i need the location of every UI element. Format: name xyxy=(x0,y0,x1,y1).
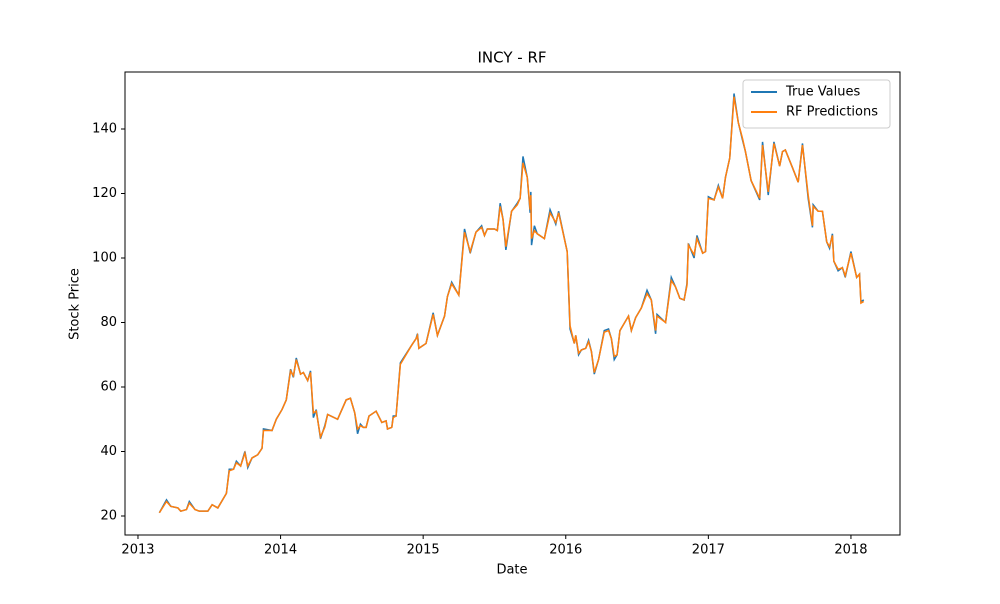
y-tick-label: 100 xyxy=(92,250,117,265)
x-tick-label: 2014 xyxy=(264,543,297,558)
x-tick-label: 2015 xyxy=(407,543,440,558)
y-tick-label: 140 xyxy=(92,121,117,136)
legend-label: True Values xyxy=(785,85,860,100)
x-tick-label: 2018 xyxy=(834,543,867,558)
y-tick-label: 40 xyxy=(100,444,117,459)
legend-label: RF Predictions xyxy=(786,105,878,120)
x-tick-label: 2013 xyxy=(121,543,154,558)
y-tick-label: 80 xyxy=(100,315,117,330)
x-axis-label: Date xyxy=(496,563,527,578)
y-tick-label: 60 xyxy=(100,379,117,394)
x-tick-label: 2017 xyxy=(692,543,725,558)
y-tick-label: 120 xyxy=(92,186,117,201)
chart-title: INCY - RF xyxy=(477,49,546,67)
axes-frame xyxy=(124,71,901,536)
y-axis-label: Stock Price xyxy=(68,268,83,340)
y-tick-label: 20 xyxy=(100,509,117,524)
line-series xyxy=(158,96,865,514)
x-tick-label: 2016 xyxy=(549,543,582,558)
legend-box xyxy=(742,79,891,129)
